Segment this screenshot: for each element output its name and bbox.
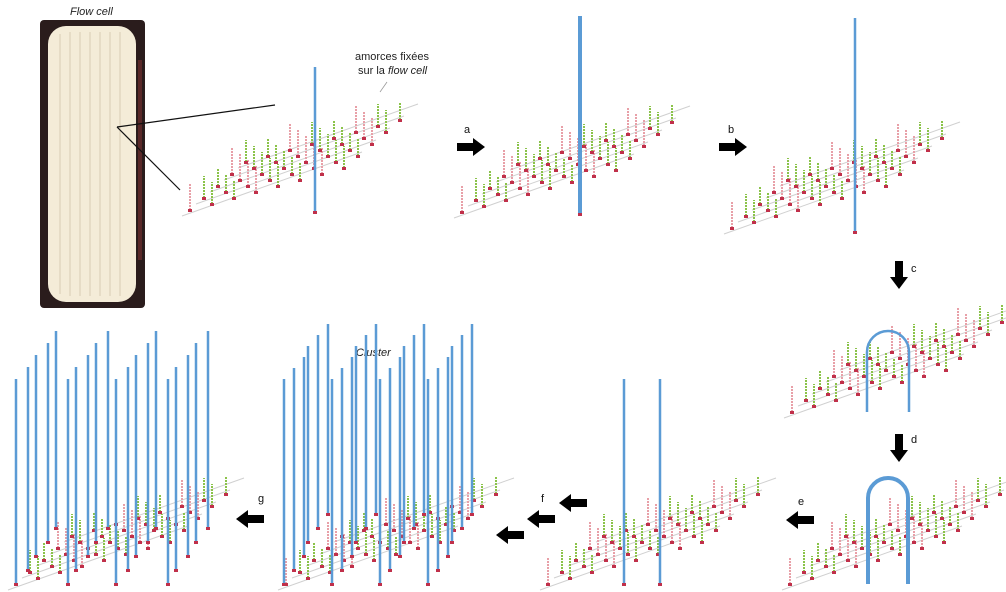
arrow-step-e	[786, 511, 814, 529]
zoom-lines	[116, 104, 276, 191]
step-arrows: a b c d e f g	[236, 124, 917, 544]
primers-label-prefix: sur la	[358, 65, 388, 77]
bridge-strand	[866, 476, 910, 584]
cluster-label: Cluster	[356, 347, 392, 359]
step-label-c: c	[911, 263, 917, 275]
panel-cluster	[277, 324, 515, 591]
arrow-step-d	[890, 434, 908, 462]
arrow-step-c	[890, 261, 908, 289]
flow-cell-label: Flow cell	[70, 6, 113, 18]
flow-cell-image	[40, 20, 145, 308]
arrow-step-b	[719, 138, 747, 156]
panel-bridge	[783, 304, 1006, 419]
panel-double-bridge	[781, 476, 1006, 591]
bridge-strand	[865, 329, 911, 412]
primers-label-line2: sur la flow cell	[358, 65, 428, 77]
primers-label-italic: flow cell	[388, 65, 428, 77]
step-label-a: a	[464, 124, 471, 136]
panel-final-cluster	[7, 331, 245, 591]
arrow-step-f2	[527, 510, 555, 528]
primers-pointer	[379, 81, 388, 93]
step-label-f: f	[541, 493, 545, 505]
step-label-b: b	[728, 124, 734, 136]
step-label-g: g	[258, 493, 264, 505]
arrow-step-f3	[496, 526, 524, 544]
step-label-d: d	[911, 434, 917, 446]
step-label-e: e	[798, 496, 804, 508]
panel-denaturation	[723, 18, 961, 235]
panel-two-strands	[539, 379, 777, 591]
panel-extension	[453, 16, 691, 219]
arrow-step-g	[236, 510, 264, 528]
primers-label-line1: amorces fixées	[355, 51, 429, 63]
panel-hybridization	[181, 67, 419, 217]
arrow-step-f1	[559, 494, 587, 512]
arrow-step-a	[457, 138, 485, 156]
panels	[7, 16, 1006, 591]
